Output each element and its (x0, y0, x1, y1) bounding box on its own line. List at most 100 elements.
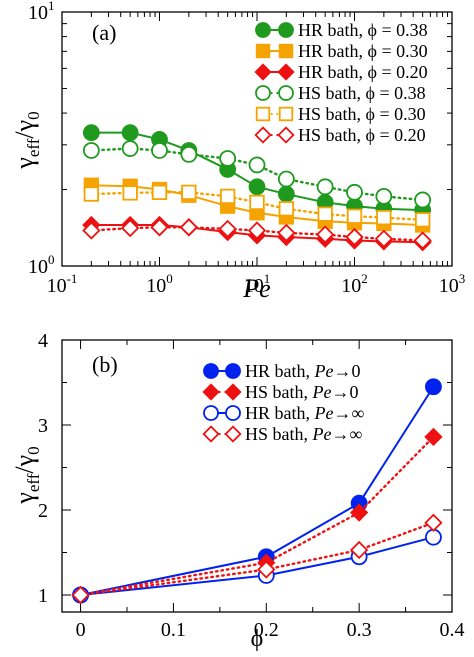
tick-exponent: 3 (459, 271, 466, 286)
y-label-sub-zero: 0 (24, 111, 43, 120)
data-point (349, 540, 369, 560)
tick-exponent: 2 (361, 271, 368, 286)
data-point (121, 140, 139, 157)
tick-exponent: 0 (166, 271, 173, 286)
data-point (71, 585, 90, 605)
data-point (424, 513, 443, 532)
legend-marker (203, 363, 219, 379)
legend-marker (255, 22, 271, 38)
x-tick-label: 0 (76, 619, 86, 641)
x-tick-label: 0.3 (347, 619, 372, 641)
data-point (413, 231, 432, 250)
data-point (121, 124, 139, 142)
panel-label: (a) (92, 20, 116, 45)
y-label-slash-gamma: /γ (10, 455, 39, 474)
y-tick-label: 3 (38, 415, 48, 437)
data-point (180, 146, 198, 163)
data-point (278, 201, 295, 217)
y-tick-label: 1 (38, 585, 48, 607)
legend-marker (202, 425, 220, 443)
tick-exponent: -1 (67, 271, 78, 286)
legend-text: →∞ (331, 424, 362, 444)
data-point (248, 178, 266, 196)
y-tick-label: 101 (28, 0, 55, 24)
y-label-gamma: γ (10, 492, 39, 505)
legend-label: HS bath, ϕ = 0.38 (298, 83, 426, 103)
data-point (121, 218, 140, 238)
data-point (82, 124, 100, 142)
legend-text-italic: Pe (312, 382, 332, 402)
data-point (219, 188, 236, 205)
data-point (375, 187, 393, 205)
legend-label: HR bath, Pe→∞ (245, 403, 364, 423)
data-point (374, 229, 393, 248)
x-axis-label: Pe (242, 274, 270, 303)
plot-frame (61, 339, 453, 613)
data-point (349, 503, 369, 522)
series-line (79, 385, 435, 596)
y-label-slash-gamma: /γ (10, 120, 39, 139)
legend-text: →0 (333, 361, 360, 381)
tick-base: 10 (439, 275, 459, 297)
y-axis-label: γeff/γ0 (10, 446, 43, 504)
data-point (277, 223, 296, 243)
data-point (316, 178, 334, 196)
series-line (79, 521, 435, 597)
tick-base: 10 (244, 275, 264, 297)
legend-marker (254, 126, 272, 144)
data-point (179, 218, 198, 237)
data-point (317, 206, 333, 222)
data-point (122, 185, 138, 201)
legend-marker (224, 425, 242, 443)
data-point (83, 186, 100, 202)
data-point (277, 170, 295, 188)
tick-base: 10 (146, 275, 166, 297)
legend-marker (278, 22, 294, 38)
legend-marker (278, 85, 294, 101)
data-point (414, 212, 431, 228)
legend-marker (225, 405, 241, 421)
legend-marker (255, 106, 271, 122)
legend-marker (203, 405, 219, 421)
data-point (150, 218, 169, 237)
data-point (218, 219, 237, 239)
data-point (414, 191, 432, 209)
legend-label: HS bath, ϕ = 0.20 (298, 125, 426, 145)
data-point (425, 378, 442, 396)
series-line (79, 435, 435, 597)
series-line (79, 536, 435, 596)
panel-label: (b) (92, 352, 118, 377)
x-tick-label: 102 (341, 271, 368, 297)
tick-base: 10 (47, 275, 67, 297)
data-point (82, 142, 100, 159)
legend-text-italic: Pe (314, 361, 334, 381)
data-point (151, 184, 168, 200)
y-label-sub-zero: 0 (24, 446, 43, 455)
legend-marker (278, 106, 294, 122)
plot-frame (61, 11, 453, 267)
legend-marker (254, 63, 272, 81)
data-point (247, 221, 267, 240)
tick-base: 10 (28, 256, 48, 278)
data-point (425, 528, 442, 546)
data-point (346, 183, 363, 201)
tick-base: 10 (28, 2, 48, 24)
x-tick-label: 100 (146, 271, 173, 297)
data-point (316, 225, 335, 244)
y-label-sub-eff: eff (24, 473, 43, 492)
legend-text: →∞ (333, 403, 364, 423)
x-tick-label: 0.1 (161, 619, 186, 641)
data-point (376, 210, 392, 226)
data-point (345, 227, 364, 247)
tick-base: 10 (341, 275, 361, 297)
tick-exponent: 0 (48, 252, 55, 267)
legend-marker (277, 63, 295, 81)
y-tick-label: 4 (38, 330, 48, 352)
x-axis-label: ϕ (251, 626, 264, 652)
legend-marker (277, 126, 295, 144)
legend-marker (224, 383, 242, 401)
legend-marker (255, 85, 271, 101)
